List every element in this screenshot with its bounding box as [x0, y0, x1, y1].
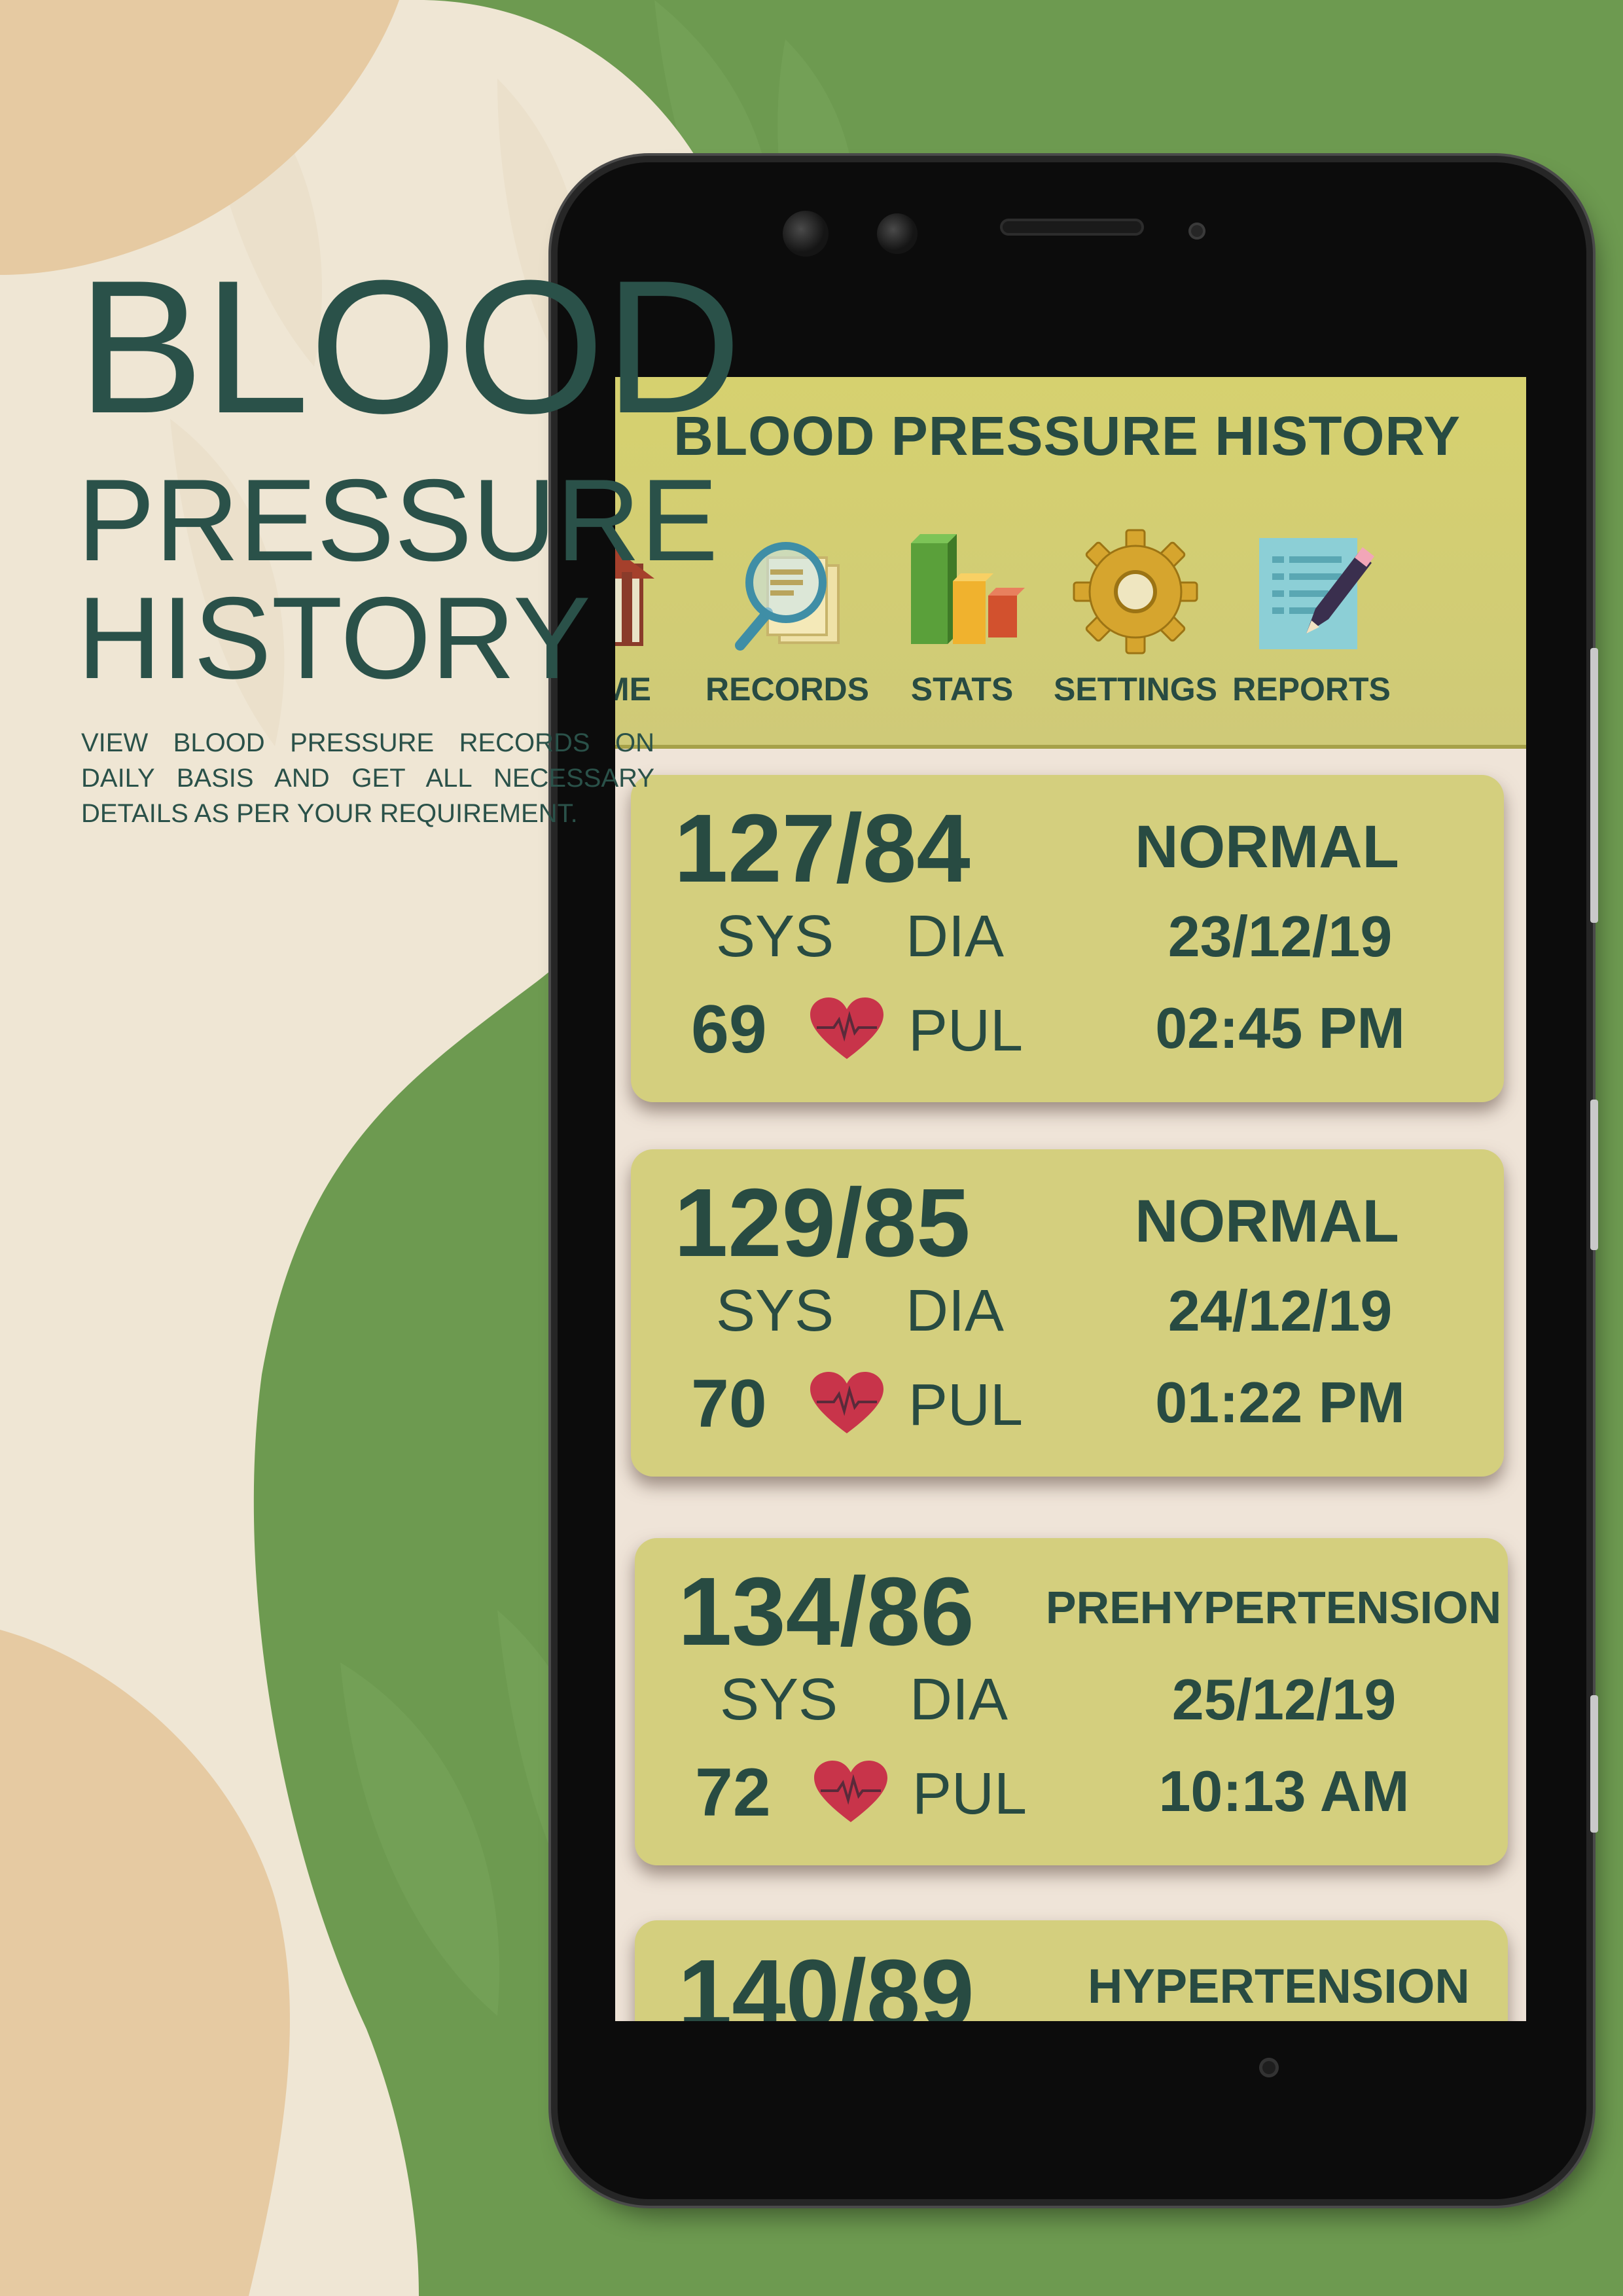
report-pencil-icon [1259, 538, 1374, 649]
heart-icon [810, 997, 883, 1059]
nav-item-reports[interactable]: REPORTS [1232, 526, 1391, 736]
app-header: BLOOD PRESSURE HISTORY HOME RECORDS [615, 377, 1526, 749]
sys-label: SYS [720, 1667, 838, 1732]
pul-label: PUL [908, 1372, 1024, 1438]
promo-title-blood: BLOOD [77, 241, 742, 453]
nav-label-home: HOME [615, 671, 651, 708]
nav-label-records: RECORDS [705, 671, 870, 708]
record-time: 02:45 PM [1155, 996, 1405, 1060]
sys-label: SYS [716, 1278, 834, 1344]
tan-shape-bottom [0, 1630, 290, 2296]
pulse-value: 70 [691, 1366, 767, 1442]
heart-icon [810, 1372, 883, 1433]
record-card[interactable]: 140/89 HYPERTENSION [635, 1920, 1508, 2021]
phone-side-button-top [1590, 648, 1598, 923]
heart-icon [814, 1761, 887, 1822]
app-header-title: BLOOD PRESSURE HISTORY [673, 405, 1461, 467]
bp-reading: 129/85 [674, 1169, 971, 1277]
dia-label: DIA [906, 904, 1005, 969]
record-card[interactable]: 127/84 SYS DIA 69 PUL NORMAL 23/12/19 02… [631, 775, 1504, 1102]
magnifier-document-icon [735, 542, 840, 651]
bottom-sensor-icon [1259, 2058, 1279, 2077]
phone-side-button-bottom [1590, 1695, 1598, 1833]
front-camera-icon [783, 211, 829, 257]
record-date: 23/12/19 [1168, 904, 1393, 969]
sys-label: SYS [716, 904, 834, 969]
dia-label: DIA [906, 1278, 1005, 1344]
record-date: 24/12/19 [1168, 1278, 1393, 1343]
earpiece-speaker [1000, 219, 1144, 236]
phone-side-button-middle [1590, 1100, 1598, 1250]
nav-item-records[interactable]: RECORDS [705, 526, 869, 736]
tan-shape-top [0, 0, 399, 275]
nav-item-stats[interactable]: STATS [883, 526, 1041, 736]
bp-reading: 134/86 [678, 1558, 974, 1666]
app-screen: BLOOD PRESSURE HISTORY HOME RECORDS [615, 377, 1526, 2021]
promo-title-pressure: PRESSURE [77, 455, 719, 585]
promo-description: VIEW BLOOD PRESSURE RECORDS ON DAILY BAS… [81, 728, 654, 828]
nav-label-stats: STATS [910, 671, 1014, 708]
record-card[interactable]: 134/86 SYS DIA 72 PUL PREHYPERTENSION 25… [635, 1538, 1508, 1865]
pulse-value: 69 [691, 992, 767, 1067]
home-icon [615, 549, 654, 646]
nav-item-home[interactable]: HOME [615, 526, 681, 736]
status-label: PREHYPERTENSION [1045, 1582, 1502, 1633]
record-card[interactable]: 129/85 SYS DIA 70 PUL NORMAL 24/12/19 01… [631, 1149, 1504, 1477]
status-label: NORMAL [1135, 1188, 1399, 1255]
bp-reading: 127/84 [674, 795, 971, 903]
proximity-sensor-icon [1188, 223, 1205, 240]
dia-label: DIA [910, 1667, 1008, 1732]
pulse-value: 72 [695, 1755, 771, 1831]
record-date: 25/12/19 [1171, 1667, 1397, 1732]
status-label: HYPERTENSION [1088, 1959, 1470, 2013]
status-label: NORMAL [1135, 814, 1399, 880]
gear-icon [1073, 529, 1198, 655]
pul-label: PUL [912, 1761, 1027, 1827]
nav-item-settings[interactable]: SETTINGS [1054, 526, 1217, 736]
promo-title-history: HISTORY [77, 573, 591, 703]
record-time: 01:22 PM [1155, 1370, 1405, 1435]
bar-chart-icon [911, 534, 1025, 644]
bp-reading: 140/89 [678, 1940, 974, 2021]
nav-label-reports: REPORTS [1232, 671, 1391, 708]
record-time: 10:13 AM [1158, 1759, 1410, 1823]
records-list[interactable]: 127/84 SYS DIA 69 PUL NORMAL 23/12/19 02… [615, 749, 1526, 2021]
nav-label-settings: SETTINGS [1053, 671, 1218, 708]
front-sensor-icon [877, 213, 918, 254]
pul-label: PUL [908, 998, 1024, 1064]
